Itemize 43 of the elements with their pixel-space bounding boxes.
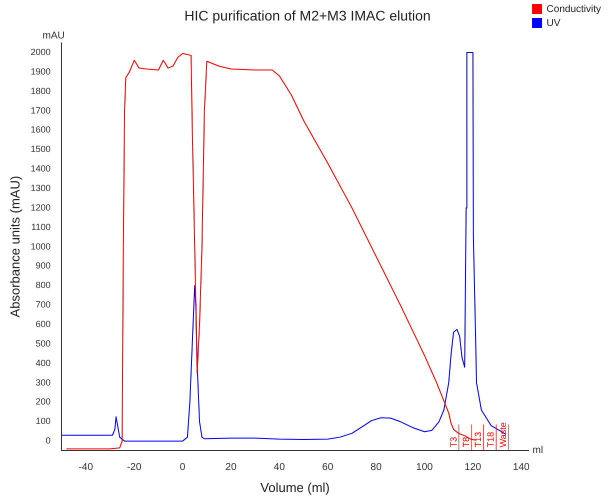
x-axis-title: Volume (ml) xyxy=(260,480,330,495)
y-tick-label: 1000 xyxy=(30,241,51,252)
x-tick-label: 40 xyxy=(274,462,286,474)
y-tick-label: 1100 xyxy=(31,222,51,232)
x-tick-label: 100 xyxy=(416,462,434,474)
y-tick-label: 900 xyxy=(36,260,51,271)
y-axis-title: Absorbance units (mAU) xyxy=(7,176,22,318)
y-tick-label: 1500 xyxy=(30,144,51,154)
x-tick-label: 80 xyxy=(370,462,382,474)
legend-label: UV xyxy=(546,18,561,29)
y-tick-label: 1200 xyxy=(30,202,51,212)
y-tick-label: 1700 xyxy=(30,105,51,116)
y-tick-label: 500 xyxy=(36,338,51,348)
ref-line-label: T8 xyxy=(460,436,471,448)
ref-line-label: T13 xyxy=(472,432,483,448)
x-tick-label: -20 xyxy=(126,462,142,474)
y-tick-label: 1300 xyxy=(30,182,51,193)
x-tick-label: 140 xyxy=(512,462,530,474)
text: ml xyxy=(532,445,544,456)
text: mAU xyxy=(42,30,65,42)
x-tick-label: 120 xyxy=(464,462,482,474)
y-tick-label: 1600 xyxy=(30,124,51,135)
y-tick-label: 600 xyxy=(36,318,51,329)
y-tick-label: 300 xyxy=(36,377,51,388)
y-tick-label: 1900 xyxy=(30,66,51,76)
y-tick-label: 2000 xyxy=(30,47,51,57)
legend-label: Conductivity xyxy=(546,4,601,15)
chart-title: HIC purification of M2+M3 IMAC elution xyxy=(184,7,431,24)
y-tick-label: 1800 xyxy=(30,86,51,96)
ref-line-label: Waste xyxy=(498,422,508,448)
x-tick-label: 60 xyxy=(322,462,334,474)
y-tick-label: 0 xyxy=(46,436,51,446)
x-tick-label: -40 xyxy=(78,462,94,474)
y-tick-label: 700 xyxy=(36,300,51,310)
ref-line-label: T18 xyxy=(486,432,496,448)
y-tick-label: 200 xyxy=(36,396,51,407)
x-tick-label: 0 xyxy=(180,462,186,474)
x-tick-label: 20 xyxy=(225,462,237,474)
ref-line-label: T3 xyxy=(448,436,458,448)
y-tick-label: 400 xyxy=(36,358,51,368)
y-tick-label: 100 xyxy=(36,416,51,426)
y-tick-label: 1400 xyxy=(30,164,51,174)
y-tick-label: 800 xyxy=(36,280,51,290)
